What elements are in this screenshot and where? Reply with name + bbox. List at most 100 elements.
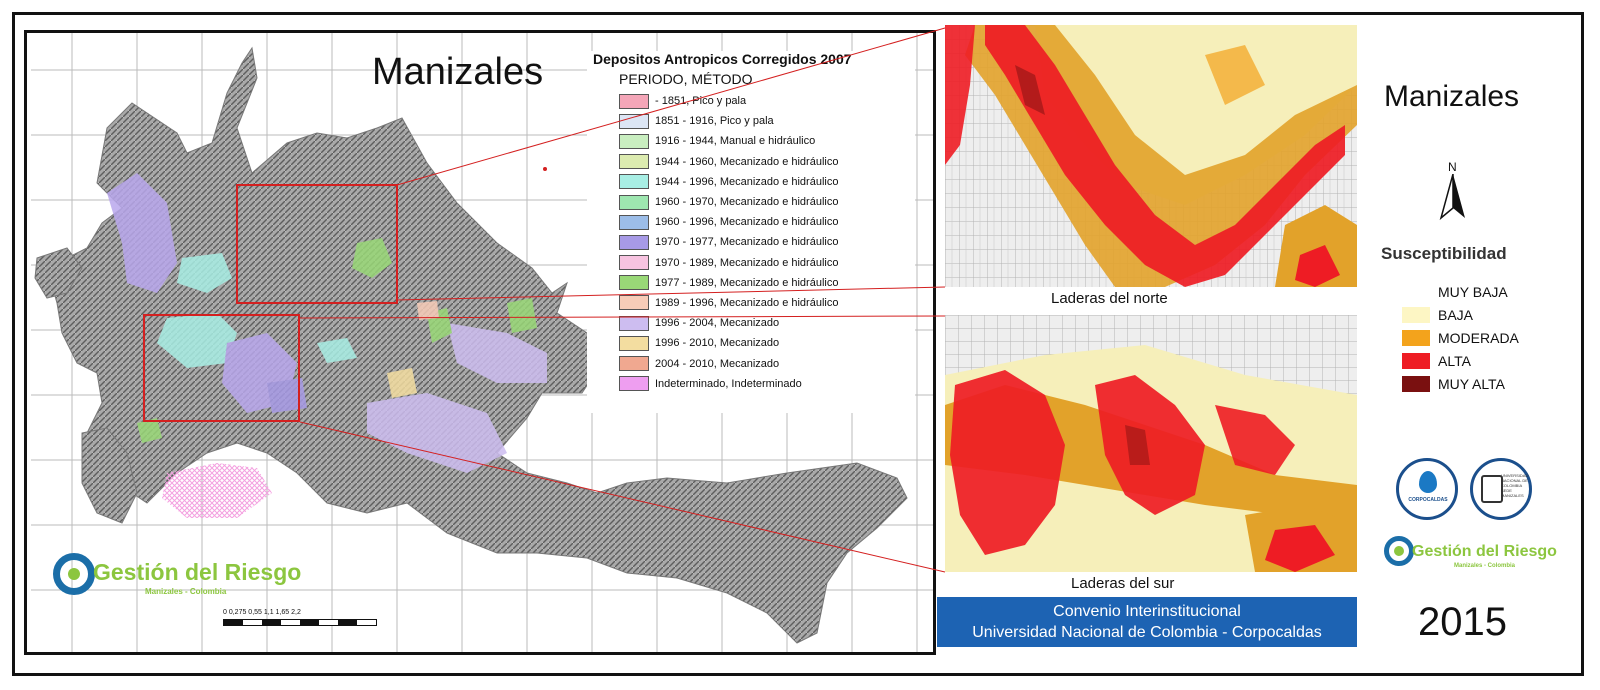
legend-subtitle: PERIODO, MÉTODO (619, 71, 753, 87)
legend-item-label: 1977 - 1989, Mecanizado e hidráulico (655, 276, 839, 289)
legend-item: 2004 - 2010, Mecanizado (619, 353, 915, 373)
north-slopes-label: Laderas del norte (1051, 290, 1168, 307)
susceptibility-item: MUY ALTA (1402, 376, 1505, 392)
legend-swatch (619, 194, 649, 210)
susceptibility-swatch (1402, 307, 1430, 323)
legend-swatch (619, 356, 649, 372)
logo-city: Manizales - Colombia (145, 587, 227, 596)
legend-swatch (619, 174, 649, 190)
south-zoom-box (143, 314, 300, 422)
legend-swatch (619, 234, 649, 250)
legend-item: 1989 - 1996, Mecanizado e hidráulico (619, 293, 915, 313)
north-label: N (1448, 160, 1457, 174)
left-map: Manizales Depositos Antropicos Corregido… (24, 30, 936, 655)
legend-item: 1996 - 2004, Mecanizado (619, 313, 915, 333)
scale-bar: 0 0,275 0,55 1,1 1,65 2,2 (223, 609, 383, 629)
legend-swatch (619, 335, 649, 351)
susceptibility-item: MODERADA (1402, 330, 1519, 346)
legend-item-label: Indeterminado, Indeterminado (655, 377, 802, 390)
gestion-riesgo-logo-right: Gestión del Riesgo Manizales - Colombia (1384, 536, 1557, 576)
corpocaldas-logo-text: CORPOCALDAS (1408, 497, 1448, 503)
susceptibility-label: MUY ALTA (1438, 376, 1505, 392)
susceptibility-label: MUY BAJA (1438, 284, 1508, 300)
legend-item: 1960 - 1996, Mecanizado e hidráulico (619, 212, 915, 232)
susceptibility-swatch (1402, 376, 1430, 392)
legend-item: 1851 - 1916, Pico y pala (619, 111, 915, 131)
susceptibility-swatch (1402, 284, 1430, 300)
legend-swatch (619, 214, 649, 230)
left-map-title: Manizales (372, 51, 544, 93)
unal-logo-text: UNIVERSIDAD NACIONAL DE COLOMBIA SEDE MA… (1501, 473, 1529, 498)
susceptibility-item: ALTA (1402, 353, 1471, 369)
susceptibility-item: MUY BAJA (1402, 284, 1508, 300)
institution-logos: CORPOCALDAS UNIVERSIDAD NACIONAL DE COLO… (1394, 458, 1544, 522)
north-susceptibility-map (945, 25, 1357, 287)
legend-item-label: 1916 - 1944, Manual e hidráulico (655, 135, 816, 148)
legend-item-label: 1960 - 1970, Mecanizado e hidráulico (655, 196, 839, 209)
susceptibility-label: BAJA (1438, 307, 1474, 323)
legend-swatch (619, 154, 649, 170)
banner-line2: Universidad Nacional de Colombia - Corpo… (972, 624, 1322, 641)
north-slopes-map (945, 25, 1357, 287)
logo-city-right: Manizales - Colombia (1454, 563, 1516, 569)
unal-logo: UNIVERSIDAD NACIONAL DE COLOMBIA SEDE MA… (1470, 458, 1532, 520)
legend-swatch (619, 275, 649, 291)
legend-item: 1970 - 1989, Mecanizado e hidráulico (619, 253, 915, 273)
logo-ring-icon (53, 553, 95, 595)
legend-swatch (619, 133, 649, 149)
legend-swatch (619, 113, 649, 129)
legend-swatch (619, 255, 649, 271)
corpocaldas-logo: CORPOCALDAS (1396, 458, 1458, 520)
deposit-overlays (107, 173, 547, 473)
legend-item: 1944 - 1960, Mecanizado e hidráulico (619, 152, 915, 172)
legend-item: 1996 - 2010, Mecanizado (619, 333, 915, 353)
legend-item-label: 1970 - 1989, Mecanizado e hidráulico (655, 256, 839, 269)
legend-item: Indeterminado, Indeterminado (619, 374, 915, 394)
north-arrow-icon: N (1438, 160, 1468, 224)
legend-swatch (619, 93, 649, 109)
agreement-banner: Convenio Interinstitucional Universidad … (937, 597, 1357, 647)
south-slopes-map (945, 315, 1357, 572)
south-slopes-label: Laderas del sur (1071, 575, 1175, 592)
legend-item-label: 1970 - 1977, Mecanizado e hidráulico (655, 236, 839, 249)
legend-item: 1916 - 1944, Manual e hidráulico (619, 131, 915, 151)
legend-swatch (619, 315, 649, 331)
right-title: Manizales (1384, 80, 1520, 113)
legend-item-label: 1989 - 1996, Mecanizado e hidráulico (655, 296, 839, 309)
indeterminado-area (162, 463, 272, 518)
logo-ring-icon (1384, 536, 1414, 566)
logo-name: Gestión del Riesgo (93, 559, 302, 585)
susceptibility-label: MODERADA (1438, 330, 1519, 346)
susceptibility-swatch (1402, 330, 1430, 346)
legend-item-label: 1944 - 1960, Mecanizado e hidráulico (655, 155, 839, 168)
legend-item-label: 1851 - 1916, Pico y pala (655, 115, 774, 128)
scale-ticks: 0 0,275 0,55 1,1 1,65 2,2 (223, 609, 301, 616)
legend-item: 1960 - 1970, Mecanizado e hidráulico (619, 192, 915, 212)
legend-title: Depositos Antropicos Corregidos 2007 (593, 51, 852, 67)
legend-item-label: 1996 - 2004, Mecanizado (655, 317, 780, 330)
gestion-riesgo-logo: Gestión del Riesgo Manizales - Colombia (53, 553, 301, 613)
legend-swatch (619, 376, 649, 392)
legend-item: 1977 - 1989, Mecanizado e hidráulico (619, 273, 915, 293)
susceptibility-title: Susceptibilidad (1381, 244, 1507, 263)
legend-item-label: 1944 - 1996, Mecanizado e hidráulico (655, 175, 839, 188)
legend-swatch (619, 295, 649, 311)
deposits-legend: Depositos Antropicos Corregidos 2007 PER… (587, 51, 915, 413)
susceptibility-item: BAJA (1402, 307, 1473, 323)
year-label: 2015 (1418, 600, 1507, 644)
south-susceptibility-map (945, 315, 1357, 572)
legend-item: 1944 - 1996, Mecanizado e hidráulico (619, 172, 915, 192)
susceptibility-label: ALTA (1438, 353, 1471, 369)
susceptibility-swatch (1402, 353, 1430, 369)
north-zoom-box (236, 184, 398, 304)
legend-item-label: 1996 - 2010, Mecanizado (655, 337, 780, 350)
seal-icon (1481, 475, 1503, 503)
legend-item: 1970 - 1977, Mecanizado e hidráulico (619, 232, 915, 252)
logo-name-right: Gestión del Riesgo (1412, 543, 1557, 560)
banner-line1: Convenio Interinstitucional (1053, 603, 1241, 620)
legend-item-label: 1960 - 1996, Mecanizado e hidráulico (655, 216, 839, 229)
legend-item: - 1851, Pico y pala (619, 91, 915, 111)
water-drop-icon (1419, 471, 1437, 493)
legend-item-label: 2004 - 2010, Mecanizado (655, 357, 780, 370)
legend-item-label: - 1851, Pico y pala (655, 95, 747, 108)
